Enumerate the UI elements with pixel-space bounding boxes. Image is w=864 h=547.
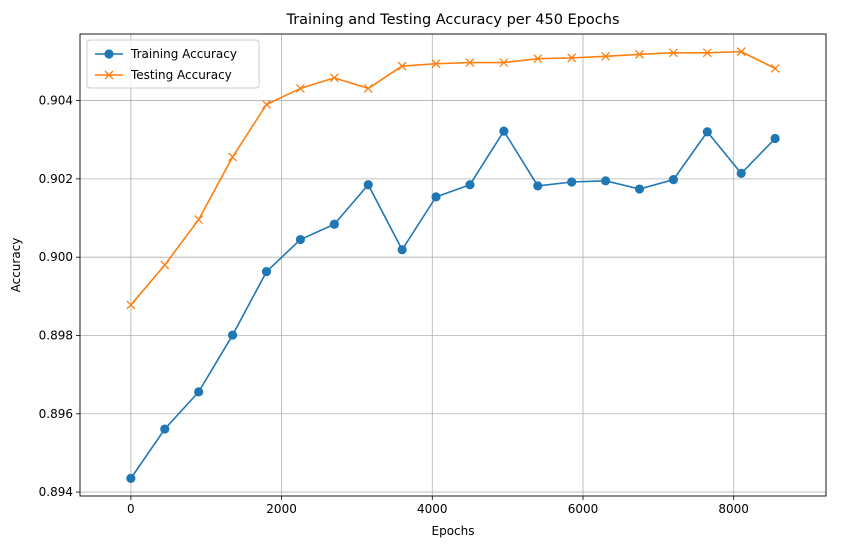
x-axis-title: Epochs	[432, 524, 475, 538]
training-accuracy-line	[130, 130, 776, 479]
training-accuracy-point	[431, 192, 441, 202]
training-accuracy-point	[634, 184, 645, 194]
testing-accuracy-point	[736, 47, 746, 57]
chart-title: Training and Testing Accuracy per 450 Ep…	[285, 12, 619, 28]
training-accuracy-point	[567, 177, 577, 187]
training-accuracy-point	[329, 219, 339, 229]
training-accuracy-series	[126, 126, 780, 483]
axis-ticks: 0 2000 4000 6000 8000 0.894 0.896 0.898 0.900 0.9…	[39, 94, 749, 516]
legend-box	[86, 39, 260, 89]
training-accuracy-point	[702, 127, 712, 137]
testing-accuracy-point	[262, 100, 271, 109]
testing-accuracy-point	[295, 83, 305, 93]
testing-accuracy-point	[668, 48, 678, 58]
training-accuracy-point	[227, 330, 238, 340]
testing-accuracy-point	[533, 54, 543, 64]
training-accuracy-point	[533, 181, 543, 191]
testing-accuracy-point	[601, 51, 611, 61]
training-accuracy-point	[465, 180, 475, 190]
grid	[80, 34, 826, 496]
testing-accuracy-point	[770, 63, 780, 73]
testing-accuracy-point	[465, 58, 475, 68]
y-axis-title: Accuracy	[9, 238, 23, 293]
x-tick-label: 6000	[568, 502, 599, 516]
training-accuracy-point	[397, 245, 407, 255]
testing-accuracy-point	[431, 59, 441, 69]
y-tick-label: 0.894	[39, 485, 73, 499]
testing-accuracy-point	[397, 61, 407, 71]
training-accuracy-point	[363, 180, 373, 190]
training-accuracy-point	[160, 424, 170, 434]
training-accuracy-point	[295, 234, 306, 245]
legend-marker-swatch	[104, 49, 114, 59]
training-accuracy-point	[194, 387, 204, 397]
training-accuracy-point	[261, 267, 272, 277]
y-tick-label: 0.904	[39, 94, 73, 108]
plot-area-frame	[79, 33, 827, 497]
y-tick-label: 0.896	[39, 407, 73, 421]
training-accuracy-point	[668, 175, 679, 185]
legend-label: Training Accuracy	[130, 47, 237, 61]
legend-label: Testing Accuracy	[130, 68, 232, 82]
testing-accuracy-point	[363, 83, 373, 93]
testing-accuracy-point	[635, 49, 644, 59]
testing-accuracy-point	[329, 73, 339, 83]
legend-item-training-accuracy: Training Accuracy	[95, 47, 237, 61]
training-accuracy-point	[499, 126, 509, 136]
testing-accuracy-point	[228, 152, 238, 162]
testing-accuracy-point	[567, 53, 577, 63]
x-tick-label: 4000	[417, 502, 448, 516]
y-tick-label: 0.902	[39, 172, 73, 186]
training-accuracy-point	[736, 168, 746, 178]
legend-marker-swatch	[104, 70, 114, 80]
testing-accuracy-series	[126, 47, 780, 310]
testing-accuracy-point	[499, 58, 509, 68]
testing-accuracy-point	[160, 260, 170, 270]
testing-accuracy-line	[130, 50, 776, 306]
y-tick-label: 0.898	[39, 328, 73, 342]
training-accuracy-point	[770, 133, 780, 144]
x-tick-label: 8000	[718, 502, 749, 516]
testing-accuracy-point	[126, 300, 136, 310]
training-accuracy-point	[126, 473, 136, 483]
series	[126, 47, 780, 483]
testing-accuracy-point	[702, 48, 712, 58]
x-tick-label: 0	[127, 502, 135, 516]
legend: Training Accuracy Testing Accuracy	[86, 39, 260, 89]
testing-accuracy-point	[194, 215, 204, 225]
legend-item-testing-accuracy: Testing Accuracy	[95, 68, 232, 82]
x-tick-label: 2000	[266, 502, 297, 516]
y-tick-label: 0.900	[39, 250, 73, 264]
training-accuracy-point	[600, 176, 611, 186]
